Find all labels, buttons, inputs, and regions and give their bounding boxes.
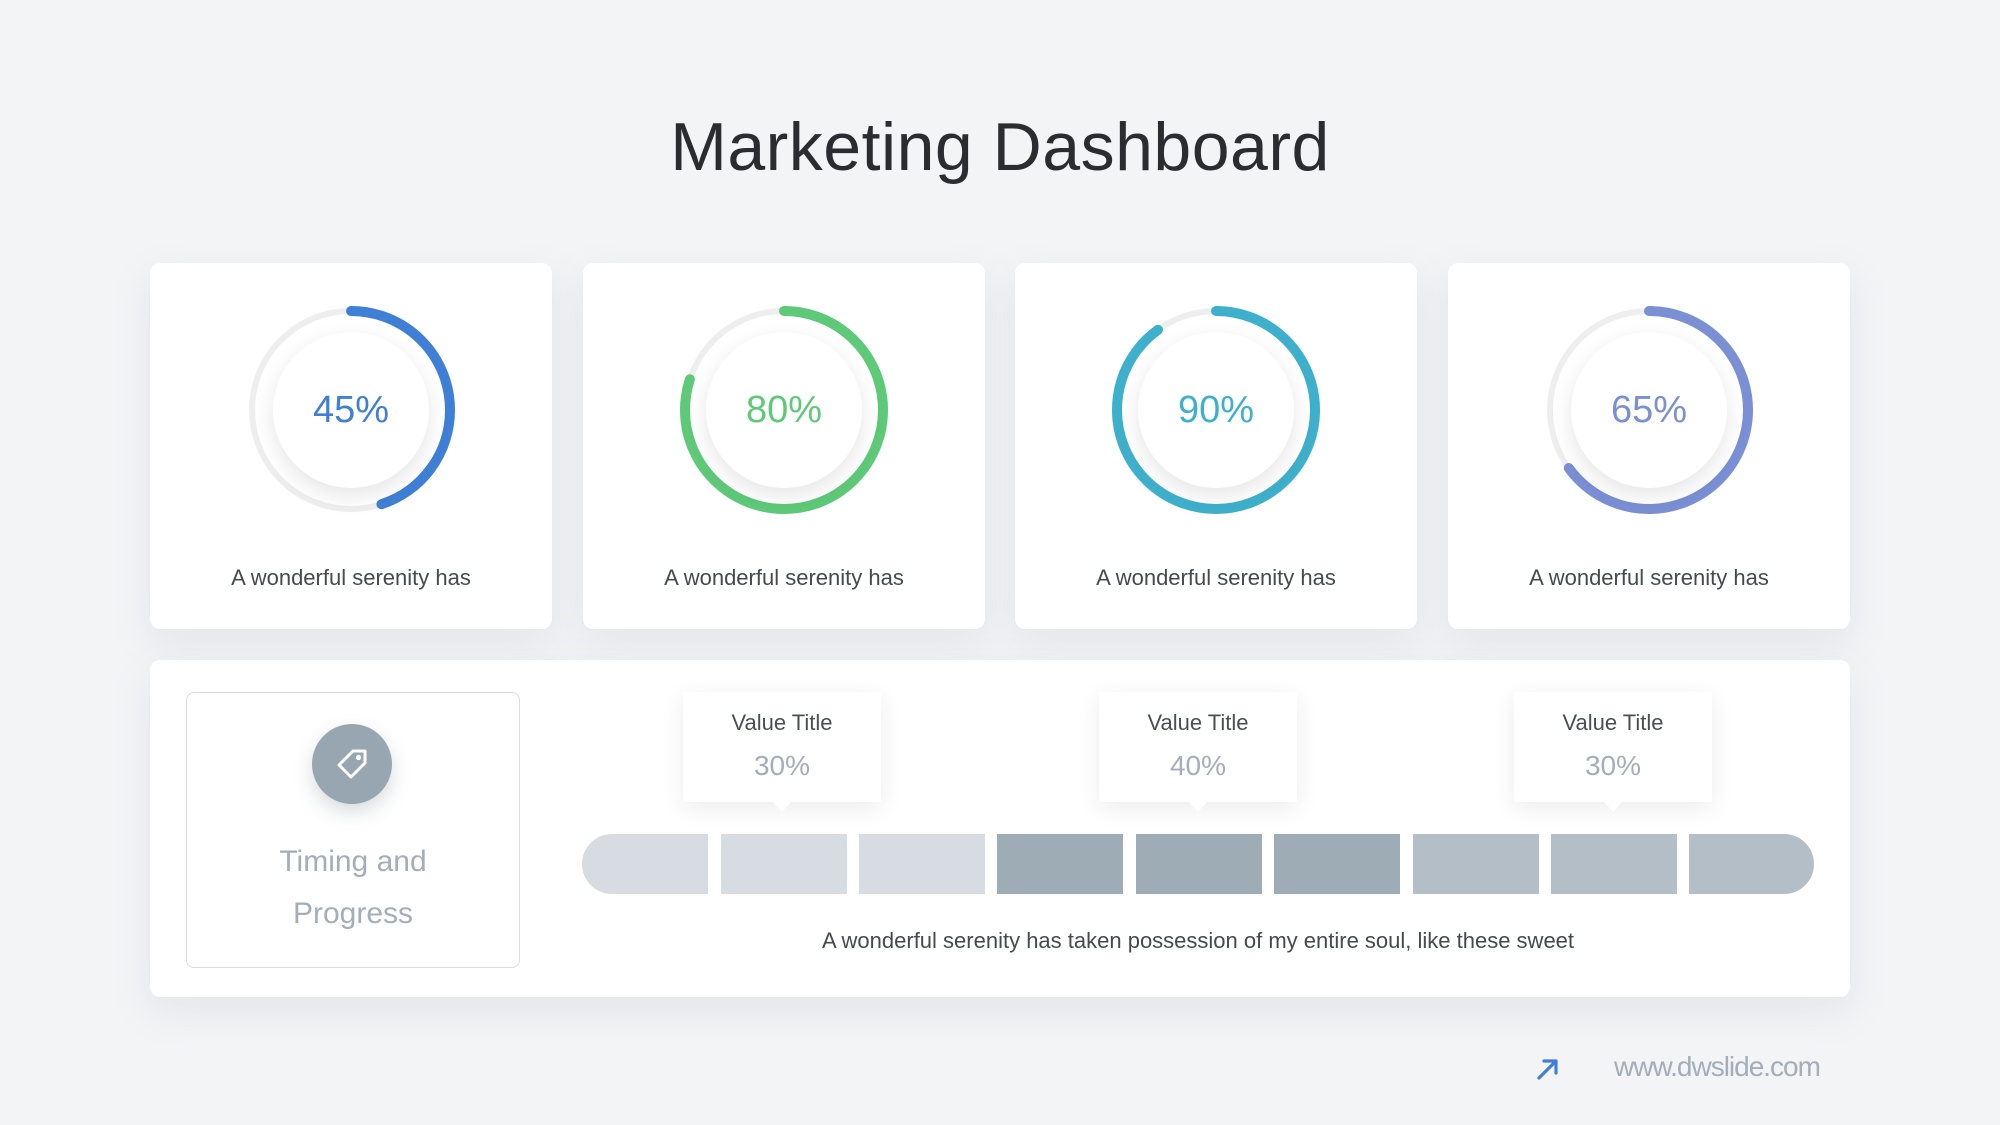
callout-title: Value Title bbox=[1562, 710, 1664, 735]
progress-ring: 80% bbox=[679, 305, 889, 515]
tag-icon bbox=[312, 724, 392, 804]
value-callout: Value Title 30% bbox=[683, 692, 881, 812]
timing-label-line: Timing and bbox=[279, 845, 427, 878]
percent-value: 45% bbox=[312, 389, 390, 431]
progress-arc bbox=[680, 306, 888, 514]
value-callout: Value Title 30% bbox=[1514, 692, 1712, 812]
progress-segment bbox=[997, 834, 1123, 894]
progress-segment bbox=[582, 834, 708, 894]
progress-segment bbox=[859, 834, 985, 894]
card-caption: A wonderful serenity has bbox=[1096, 565, 1336, 590]
progress-ring: 45% bbox=[246, 305, 456, 515]
progress-ring: 90% bbox=[1111, 305, 1321, 515]
timing-label: Timing and Progress bbox=[187, 836, 519, 940]
ring-center bbox=[1571, 332, 1727, 488]
progress-arc bbox=[1112, 306, 1320, 514]
percent-value: 90% bbox=[1177, 389, 1255, 431]
timing-summary-box: Timing and Progress bbox=[186, 692, 520, 968]
percent-value: 65% bbox=[1610, 389, 1688, 431]
progress-arc bbox=[1545, 306, 1753, 514]
progress-segment bbox=[1136, 834, 1262, 894]
progress-ring: 65% bbox=[1544, 305, 1754, 515]
page-title: Marketing Dashboard bbox=[670, 109, 1330, 185]
progress-arc bbox=[247, 306, 455, 514]
callout-title: Value Title bbox=[1147, 710, 1249, 735]
stat-card: 45% A wonderful serenity has bbox=[150, 263, 552, 629]
callout-value: 30% bbox=[753, 750, 811, 781]
callout-value: 40% bbox=[1169, 750, 1227, 781]
value-callout: Value Title 40% bbox=[1099, 692, 1297, 812]
progress-ring-graphic bbox=[247, 306, 455, 514]
arrow-up-right-icon bbox=[1537, 1059, 1558, 1080]
progress-ring-graphic bbox=[1545, 306, 1753, 514]
timing-caption: A wonderful serenity has taken possessio… bbox=[821, 928, 1575, 953]
progress-ring-graphic bbox=[680, 306, 888, 514]
card-caption: A wonderful serenity has bbox=[664, 565, 904, 590]
ring-center bbox=[1138, 332, 1294, 488]
callout-title: Value Title bbox=[731, 710, 833, 735]
percent-value: 80% bbox=[745, 389, 823, 431]
progress-segment bbox=[1689, 834, 1814, 894]
ring-center bbox=[273, 332, 429, 488]
card-caption: A wonderful serenity has bbox=[1529, 565, 1769, 590]
callout-value: 30% bbox=[1584, 750, 1642, 781]
progress-segment bbox=[1274, 834, 1400, 894]
timing-label-line: Progress bbox=[292, 897, 414, 930]
timing-panel: Timing and Progress Value Title 30% Valu… bbox=[150, 660, 1850, 997]
stat-card: 65% A wonderful serenity has bbox=[1448, 263, 1850, 629]
card-caption: A wonderful serenity has bbox=[231, 565, 471, 590]
stat-card: 90% A wonderful serenity has bbox=[1015, 263, 1417, 629]
progress-segment bbox=[1413, 834, 1539, 894]
footer-url[interactable]: www.dwslide.com bbox=[1614, 1051, 1821, 1082]
progress-segment bbox=[1551, 834, 1677, 894]
progress-segment bbox=[721, 834, 847, 894]
ring-center bbox=[706, 332, 862, 488]
progress-ring-graphic bbox=[1112, 306, 1320, 514]
stat-card: 80% A wonderful serenity has bbox=[583, 263, 985, 629]
